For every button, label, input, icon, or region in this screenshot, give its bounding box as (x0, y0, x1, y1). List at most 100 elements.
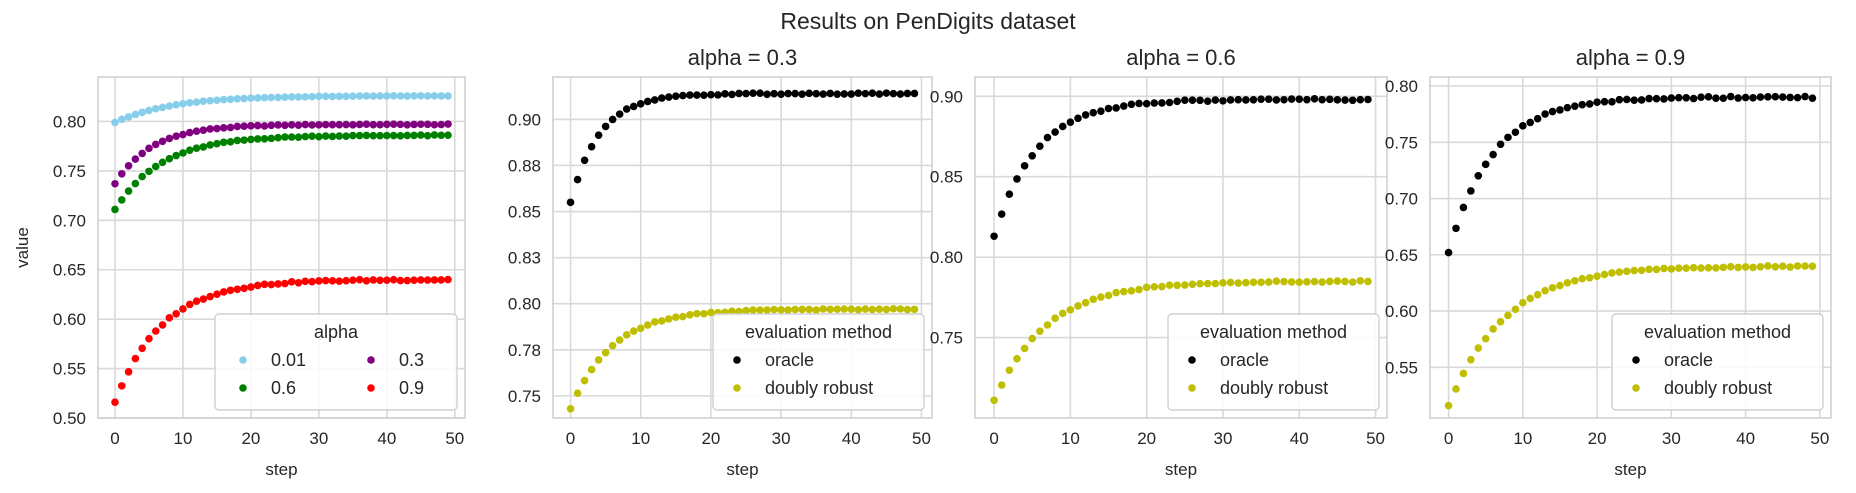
data-point (1257, 278, 1265, 287)
legend: evaluation method oracle doubly robust (1611, 313, 1824, 411)
data-point (1808, 94, 1817, 102)
series-doubly-robust (1444, 262, 1817, 410)
x-tick-label: 50 (445, 429, 464, 448)
legend-label: 0.6 (271, 378, 296, 398)
data-point (1764, 262, 1772, 270)
data-point (355, 92, 364, 100)
data-point (1726, 92, 1735, 101)
data-point (1608, 98, 1616, 106)
data-point (903, 89, 912, 98)
data-point (145, 167, 153, 176)
x-tick-label: 10 (1061, 429, 1080, 448)
data-point (1211, 279, 1220, 288)
x-tick-label: 30 (1662, 429, 1681, 448)
y-tick-label: 0.90 (930, 87, 963, 106)
data-point (1571, 102, 1579, 110)
y-tick-label: 0.80 (508, 295, 541, 314)
data-point (165, 154, 174, 163)
data-point (686, 311, 694, 319)
legend-label: doubly robust (1664, 378, 1772, 398)
data-point (784, 306, 792, 314)
data-point (672, 92, 680, 101)
data-point (1280, 95, 1288, 104)
data-point (1165, 98, 1174, 107)
data-point (721, 90, 729, 98)
data-point (1571, 276, 1579, 285)
data-point (444, 120, 452, 128)
data-point (1689, 94, 1698, 103)
data-point (1704, 93, 1713, 101)
data-point (349, 131, 357, 140)
data-point (1749, 263, 1757, 272)
data-point (213, 139, 221, 148)
data-point (1496, 317, 1505, 326)
data-point (990, 232, 998, 241)
data-point (165, 102, 174, 110)
y-tick-label: 0.75 (930, 329, 963, 348)
legend-box (712, 313, 925, 411)
y-tick-label: 0.90 (508, 110, 541, 129)
legend-label: 0.01 (271, 350, 306, 370)
data-point (1600, 270, 1609, 279)
data-point (423, 276, 432, 284)
x-tick-label: 50 (1366, 429, 1385, 448)
data-point (192, 98, 201, 107)
data-point (247, 122, 255, 130)
data-point (812, 89, 820, 98)
data-point (376, 92, 384, 100)
data-point (349, 121, 357, 129)
data-point (199, 97, 208, 106)
data-point (1318, 278, 1326, 286)
data-point (1280, 277, 1288, 286)
data-point (165, 314, 174, 322)
data-point (213, 96, 221, 105)
x-axis-label: step (1614, 460, 1646, 479)
data-point (1112, 104, 1120, 112)
data-point (1287, 95, 1296, 103)
data-point (1444, 401, 1453, 410)
data-point (1188, 96, 1197, 104)
data-point (138, 172, 146, 181)
data-point (430, 120, 439, 129)
legend-marker (239, 384, 247, 392)
legend-label: 0.9 (399, 378, 424, 398)
data-point (410, 276, 418, 285)
legend-marker (367, 384, 375, 392)
data-point (1489, 150, 1497, 159)
data-point (253, 281, 262, 290)
data-point (1318, 95, 1326, 104)
data-point (389, 275, 398, 284)
legend-box (214, 313, 458, 411)
data-point (172, 101, 180, 109)
data-point (437, 92, 446, 100)
data-point (573, 175, 582, 184)
data-point (403, 120, 412, 129)
data-point (362, 120, 371, 128)
data-point (833, 305, 842, 313)
data-point (587, 142, 596, 151)
data-point (294, 133, 303, 141)
plot-frame (974, 76, 1388, 419)
data-point (1615, 268, 1624, 276)
data-point (111, 398, 119, 406)
data-point (1578, 274, 1587, 283)
data-point (213, 124, 221, 133)
data-point (233, 285, 242, 294)
data-point (594, 131, 603, 139)
data-point (1674, 93, 1683, 102)
data-point (665, 315, 673, 323)
data-point (889, 89, 898, 98)
data-point (219, 138, 228, 147)
data-point (151, 162, 160, 171)
data-point (1173, 97, 1181, 106)
data-point (158, 103, 167, 112)
data-point (335, 277, 344, 285)
data-point (260, 122, 269, 130)
data-point (601, 122, 610, 131)
data-point (233, 122, 242, 131)
data-point (274, 133, 282, 142)
chart-panel-3: 0 10 20 30 40 50 0.75 0.80 0.85 0.90 step alpha = 0… (930, 45, 1388, 479)
chart-title: alpha = 0.9 (1576, 45, 1685, 70)
x-axis-label: step (265, 460, 297, 479)
data-point (854, 89, 863, 97)
